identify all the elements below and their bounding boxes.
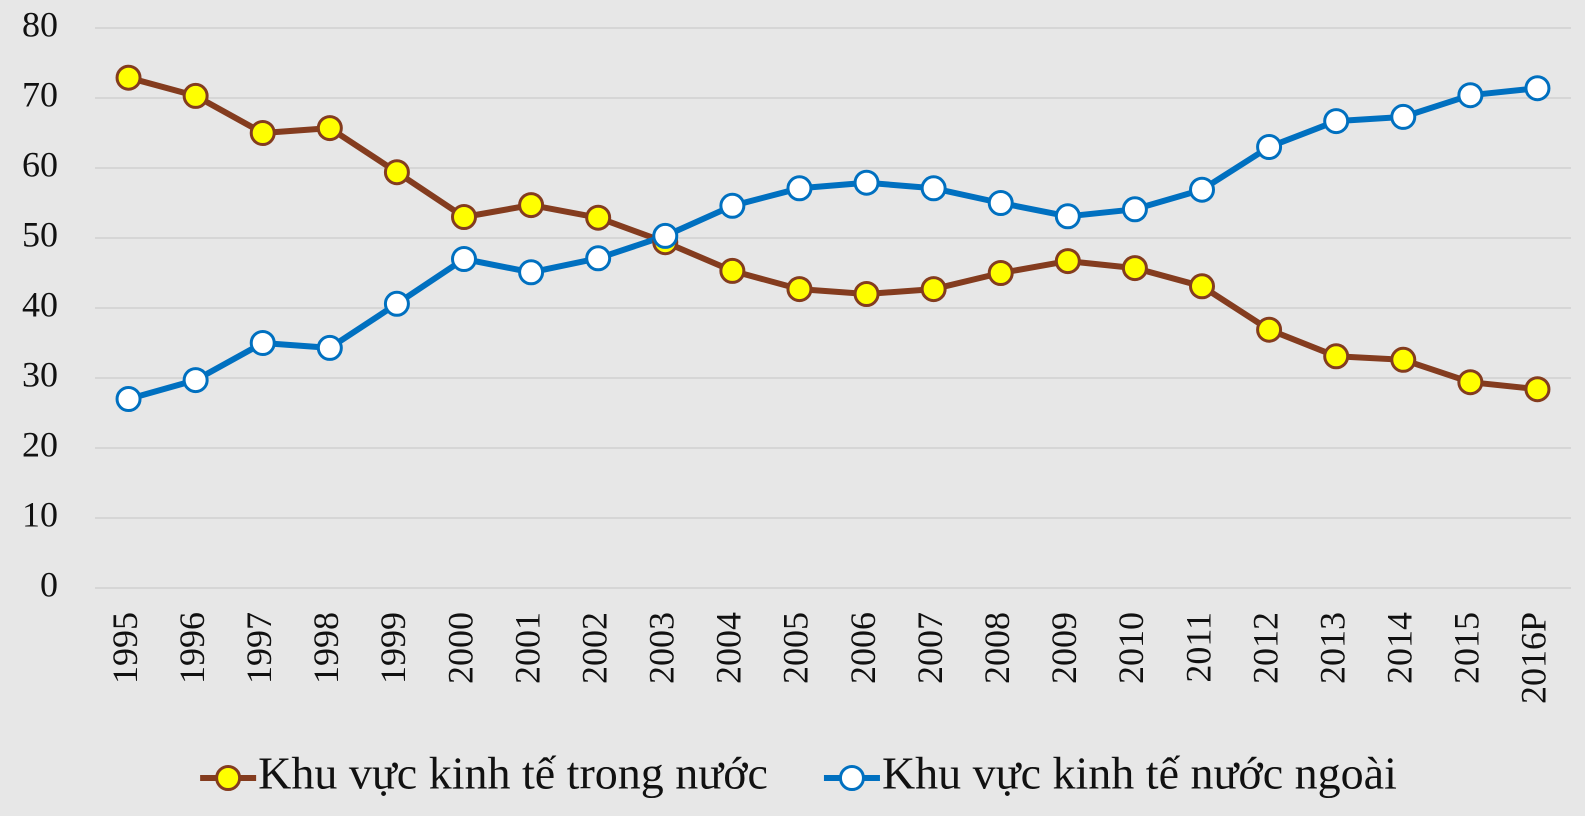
y-tick-label: 70 bbox=[22, 74, 58, 114]
data-point bbox=[518, 192, 545, 219]
data-point bbox=[1457, 82, 1484, 109]
x-tick-label: 2003 bbox=[642, 612, 682, 684]
data-point bbox=[451, 246, 477, 272]
data-point bbox=[1390, 346, 1417, 373]
y-tick-label: 0 bbox=[40, 564, 58, 604]
x-tick-label: 2015 bbox=[1447, 612, 1487, 684]
data-point bbox=[115, 386, 142, 412]
x-tick-label: 2008 bbox=[977, 612, 1017, 684]
data-point bbox=[249, 120, 276, 146]
x-tick-label: 1997 bbox=[239, 612, 279, 684]
series-line bbox=[127, 85, 1538, 402]
data-point bbox=[383, 159, 410, 186]
data-point bbox=[585, 204, 612, 231]
data-point bbox=[786, 276, 813, 303]
data-point bbox=[1457, 369, 1484, 396]
x-tick-label: 2014 bbox=[1380, 612, 1420, 684]
x-tick-label: 1996 bbox=[172, 612, 212, 684]
data-point bbox=[182, 82, 209, 109]
data-point bbox=[920, 175, 947, 202]
data-point bbox=[518, 259, 545, 286]
x-tick-label: 2010 bbox=[1111, 612, 1151, 684]
x-tick-label: 2012 bbox=[1245, 612, 1285, 684]
y-tick-label: 30 bbox=[22, 354, 58, 394]
y-tick-label: 20 bbox=[22, 424, 58, 464]
x-tick-label: 2011 bbox=[1178, 612, 1218, 683]
x-tick-label: 2013 bbox=[1312, 612, 1352, 684]
data-point bbox=[1054, 248, 1081, 275]
x-tick-label: 2006 bbox=[843, 612, 883, 684]
data-point bbox=[1390, 103, 1417, 130]
data-point bbox=[853, 281, 880, 307]
y-tick-label: 60 bbox=[22, 144, 58, 184]
legend-marker bbox=[838, 765, 865, 791]
data-point bbox=[853, 169, 880, 196]
data-point bbox=[115, 64, 142, 91]
data-point bbox=[1323, 108, 1350, 135]
x-tick-label: 1995 bbox=[105, 612, 145, 684]
x-tick-label: 2001 bbox=[507, 612, 547, 684]
data-point bbox=[1121, 196, 1148, 223]
series-line bbox=[127, 74, 1538, 393]
data-point bbox=[920, 276, 947, 303]
data-point bbox=[182, 367, 209, 394]
legend-marker bbox=[215, 765, 242, 791]
data-point bbox=[383, 290, 410, 317]
legend-label: Khu vực kinh tế trong nước bbox=[258, 748, 768, 799]
data-point bbox=[987, 260, 1014, 286]
data-point bbox=[652, 222, 679, 249]
y-tick-label: 50 bbox=[22, 214, 58, 254]
y-tick-label: 80 bbox=[22, 4, 58, 44]
data-point bbox=[1189, 176, 1215, 203]
data-point bbox=[719, 192, 746, 219]
y-tick-label: 10 bbox=[22, 494, 58, 534]
x-tick-label: 1999 bbox=[373, 612, 413, 684]
data-point bbox=[451, 204, 477, 230]
data-point bbox=[1524, 75, 1551, 102]
legend-item: Khu vực kinh tế nước ngoài bbox=[823, 748, 1397, 799]
data-point bbox=[1524, 376, 1551, 403]
data-point bbox=[1189, 273, 1215, 300]
data-point bbox=[1323, 343, 1350, 370]
data-point bbox=[1256, 134, 1283, 160]
x-tick-label: 2002 bbox=[574, 612, 614, 684]
x-tick-label: 2016P bbox=[1514, 612, 1554, 704]
x-tick-label: 2000 bbox=[440, 612, 480, 684]
data-point bbox=[1121, 255, 1148, 282]
x-tick-label: 1998 bbox=[306, 612, 346, 684]
data-point bbox=[249, 330, 276, 356]
legend: Khu vực kinh tế trong nước Khu vực kinh t… bbox=[200, 748, 1397, 799]
data-point bbox=[719, 257, 746, 284]
legend-label: Khu vực kinh tế nước ngoài bbox=[882, 748, 1397, 799]
data-point bbox=[316, 115, 343, 142]
x-tick-label: 2005 bbox=[776, 612, 816, 684]
data-point bbox=[1054, 203, 1081, 230]
data-point bbox=[316, 334, 343, 361]
legend-item: Khu vực kinh tế trong nước bbox=[200, 748, 768, 799]
y-tick-label: 40 bbox=[22, 284, 58, 324]
x-tick-label: 2007 bbox=[910, 612, 950, 684]
x-tick-label: 2004 bbox=[709, 612, 749, 684]
data-point bbox=[786, 175, 813, 202]
data-point bbox=[1256, 316, 1283, 343]
x-tick-label: 2009 bbox=[1044, 612, 1084, 684]
data-point bbox=[987, 190, 1014, 216]
data-point bbox=[585, 245, 612, 272]
